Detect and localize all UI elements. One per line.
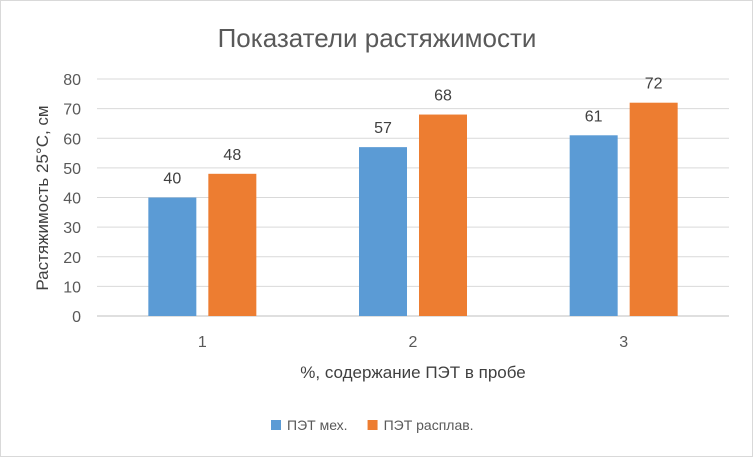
bar <box>148 197 197 316</box>
x-tick-label: 1 <box>198 334 207 351</box>
y-tick-label: 20 <box>63 250 81 267</box>
bar <box>569 135 618 316</box>
data-label: 72 <box>645 76 663 93</box>
bar <box>629 102 678 316</box>
bar <box>208 173 257 316</box>
x-axis-title: %, содержание ПЭТ в пробе <box>300 363 525 382</box>
y-tick-label: 70 <box>63 102 81 119</box>
data-label: 40 <box>163 171 181 188</box>
data-label: 57 <box>374 120 392 137</box>
y-tick-label: 80 <box>63 72 81 89</box>
data-label: 61 <box>585 108 603 125</box>
x-tick-label: 3 <box>619 334 628 351</box>
chart-title: Показатели растяжимости <box>218 23 537 53</box>
gridlines <box>97 78 729 317</box>
data-label: 68 <box>434 88 452 105</box>
y-tick-labels: 0 10 20 30 40 50 60 70 80 <box>63 72 81 326</box>
x-tick-labels: 1 2 3 <box>198 334 628 351</box>
y-tick-label: 40 <box>63 191 81 208</box>
legend-label: ПЭТ мех. <box>287 417 348 433</box>
y-axis-title: Растяжимость 25°С, см <box>33 105 52 290</box>
legend: ПЭТ мех. ПЭТ расплав. <box>271 417 474 433</box>
y-tick-label: 60 <box>63 131 81 148</box>
data-labels: 40 48 57 68 61 72 <box>163 76 662 188</box>
bar <box>359 147 407 316</box>
y-tick-label: 30 <box>63 220 81 237</box>
legend-swatch <box>367 420 378 430</box>
legend-label: ПЭТ расплав. <box>384 417 474 433</box>
data-label: 48 <box>223 147 241 164</box>
y-tick-label: 50 <box>63 161 81 178</box>
legend-swatch <box>271 420 281 430</box>
bar <box>419 114 467 316</box>
bars <box>148 102 678 316</box>
x-tick-label: 2 <box>409 334 418 351</box>
y-tick-label: 0 <box>72 309 81 326</box>
y-tick-label: 10 <box>63 279 81 296</box>
